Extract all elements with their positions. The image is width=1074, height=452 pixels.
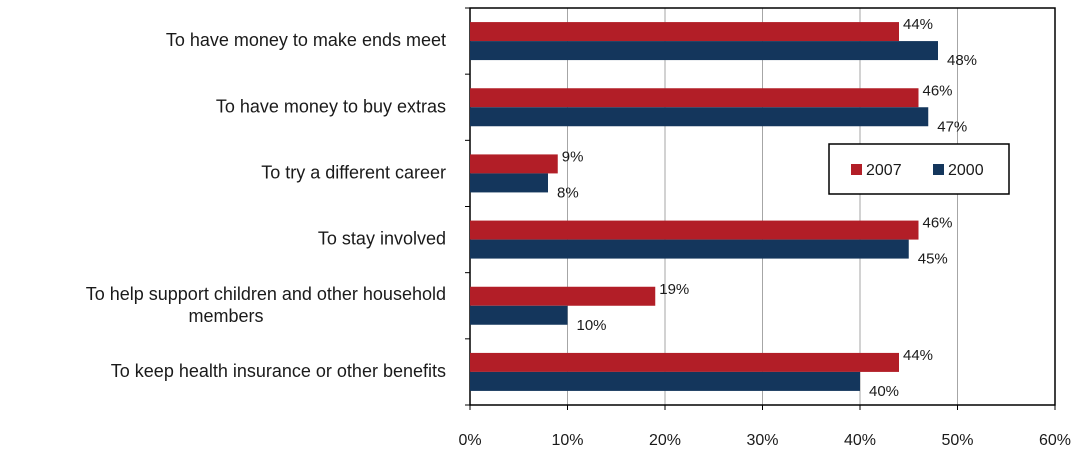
data-label-2000: 40% <box>869 383 899 400</box>
legend-label-2000: 2000 <box>948 162 984 179</box>
x-tick-label: 50% <box>941 432 973 449</box>
data-label-2000: 48% <box>947 52 977 69</box>
data-label-2007: 44% <box>903 347 933 364</box>
category-label: To stay involved <box>318 229 446 249</box>
data-label-2000: 8% <box>557 184 579 201</box>
bar-2007 <box>470 154 558 174</box>
bar-2007 <box>470 22 899 42</box>
category-label: To try a different career <box>261 162 446 182</box>
x-tick-label: 60% <box>1039 432 1071 449</box>
bar-2000 <box>470 107 929 127</box>
data-labels: 44% 48% 46% 47% 9% 8% 46% 45% 19% 10% 44% 40% <box>557 16 977 400</box>
data-label-2007: 9% <box>562 148 584 165</box>
legend-label-2007: 2007 <box>866 162 902 179</box>
x-tick-label: 10% <box>551 432 583 449</box>
bar-2000 <box>470 41 938 61</box>
bars <box>470 22 938 391</box>
data-label-2007: 44% <box>903 16 933 33</box>
category-label: To help support children and other house… <box>86 284 446 304</box>
bar-2000 <box>470 239 909 259</box>
legend-swatch-2000 <box>933 164 944 175</box>
data-label-2000: 45% <box>918 251 948 268</box>
category-labels: To have money to make ends meet To have m… <box>86 30 446 381</box>
category-label: To have money to buy extras <box>216 96 446 116</box>
category-label: To have money to make ends meet <box>166 30 446 50</box>
bar-2007 <box>470 286 656 306</box>
gridlines <box>465 7 1056 410</box>
data-label-2000: 47% <box>937 118 967 135</box>
bar-2007 <box>470 88 919 108</box>
bar-2000 <box>470 371 860 391</box>
category-label: To keep health insurance or other benefi… <box>111 361 446 381</box>
bar-2000 <box>470 305 568 325</box>
x-tick-label: 40% <box>844 432 876 449</box>
data-label-2000: 10% <box>577 317 607 334</box>
x-tick-label: 0% <box>458 432 481 449</box>
bar-2007 <box>470 220 919 240</box>
legend: 2007 2000 <box>828 143 1010 195</box>
data-label-2007: 19% <box>659 281 689 298</box>
x-axis-ticks: 0% 10% 20% 30% 40% 50% 60% <box>458 432 1071 449</box>
data-label-2007: 46% <box>923 215 953 232</box>
x-tick-label: 20% <box>649 432 681 449</box>
legend-swatch-2007 <box>851 164 862 175</box>
data-label-2007: 46% <box>923 82 953 99</box>
bar-2007 <box>470 352 899 372</box>
bar-2000 <box>470 173 548 193</box>
category-label: members <box>188 306 263 326</box>
x-tick-label: 30% <box>746 432 778 449</box>
